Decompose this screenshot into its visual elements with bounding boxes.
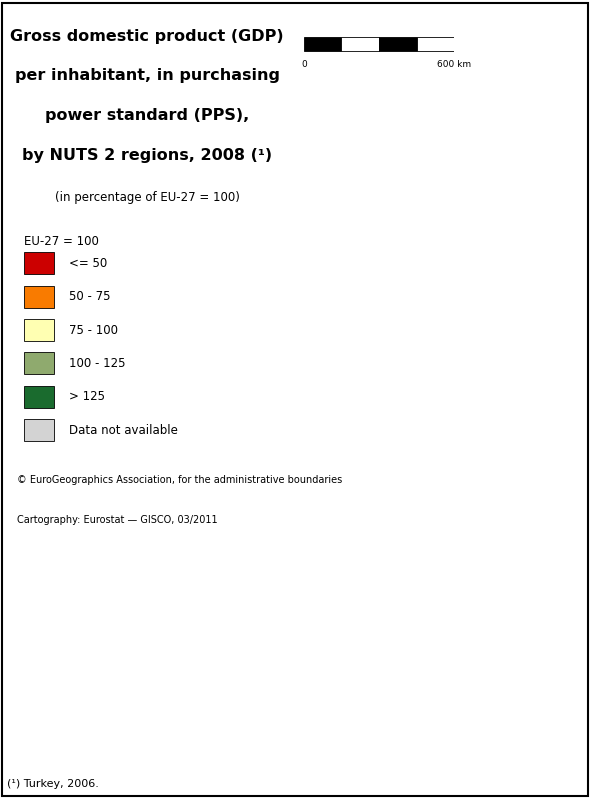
FancyBboxPatch shape	[24, 352, 54, 375]
FancyBboxPatch shape	[24, 386, 54, 407]
Text: <= 50: <= 50	[69, 256, 107, 270]
Text: Gross domestic product (GDP): Gross domestic product (GDP)	[11, 29, 284, 44]
Text: 100 - 125: 100 - 125	[69, 357, 126, 370]
Text: © EuroGeographics Association, for the administrative boundaries: © EuroGeographics Association, for the a…	[17, 475, 342, 486]
Bar	[379, 37, 417, 51]
Text: (¹) Turkey, 2006.: (¹) Turkey, 2006.	[7, 779, 99, 789]
Bar	[417, 37, 454, 51]
Text: > 125: > 125	[69, 391, 105, 403]
FancyBboxPatch shape	[24, 319, 54, 341]
Text: 600 km: 600 km	[437, 60, 471, 69]
Text: by NUTS 2 regions, 2008 (¹): by NUTS 2 regions, 2008 (¹)	[22, 148, 272, 162]
Text: 50 - 75: 50 - 75	[69, 290, 110, 303]
FancyBboxPatch shape	[24, 419, 54, 441]
FancyBboxPatch shape	[24, 252, 54, 274]
Text: 75 - 100: 75 - 100	[69, 324, 118, 336]
Text: 0: 0	[301, 60, 307, 69]
Bar	[342, 37, 379, 51]
FancyBboxPatch shape	[24, 286, 54, 308]
Text: (in percentage of EU-27 = 100): (in percentage of EU-27 = 100)	[55, 191, 240, 205]
Text: Data not available: Data not available	[69, 423, 178, 437]
Text: EU-27 = 100: EU-27 = 100	[24, 235, 99, 248]
Bar	[304, 37, 342, 51]
Text: per inhabitant, in purchasing: per inhabitant, in purchasing	[15, 69, 280, 83]
Text: power standard (PPS),: power standard (PPS),	[45, 108, 250, 123]
Text: Cartography: Eurostat — GISCO, 03/2011: Cartography: Eurostat — GISCO, 03/2011	[17, 515, 217, 526]
